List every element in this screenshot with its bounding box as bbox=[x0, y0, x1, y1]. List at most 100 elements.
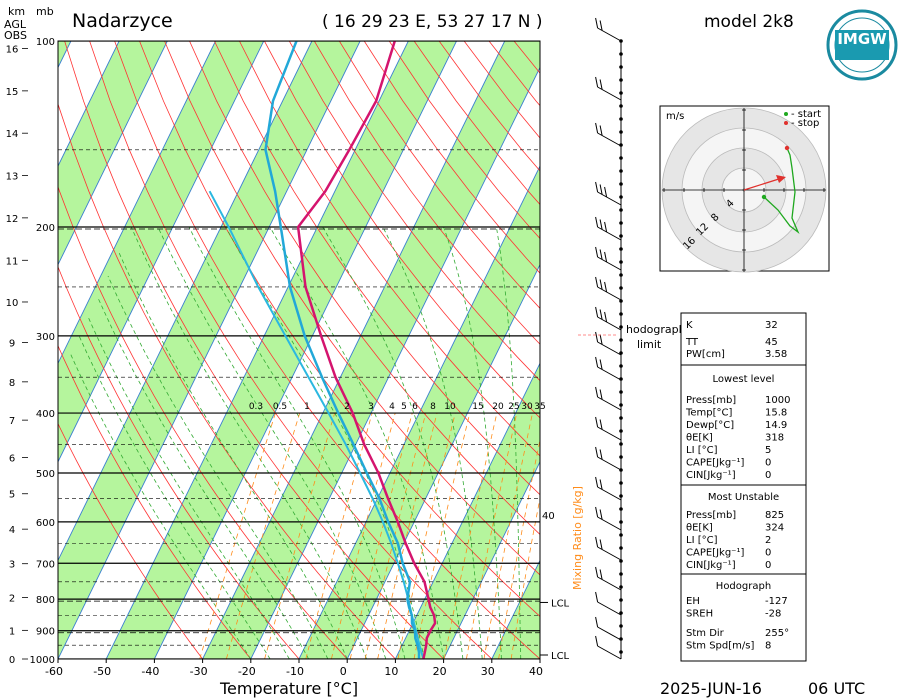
wind-barb-flag bbox=[595, 616, 599, 628]
x-tick-label: 20 bbox=[433, 665, 447, 678]
height-tick-label: 11 bbox=[6, 256, 19, 267]
lowest-level-value: 318 bbox=[765, 433, 784, 444]
lowest-level-label: CAPE[Jkg⁻¹] bbox=[686, 458, 744, 469]
wind-barb-shaft bbox=[597, 576, 622, 591]
wind-barb-flag bbox=[595, 356, 599, 368]
pressure-tick-label: 500 bbox=[36, 469, 55, 480]
wind-level-dot bbox=[619, 78, 623, 82]
dewpoint-profile bbox=[264, 41, 421, 659]
wind-barb-flag bbox=[595, 635, 599, 647]
height-tick-label: 14 bbox=[6, 129, 19, 140]
wind-barb-shaft bbox=[597, 191, 622, 206]
wind-barb-flag bbox=[599, 125, 603, 136]
lowest-level-label: Dewp[°C] bbox=[686, 420, 734, 431]
wind-barb-shaft bbox=[597, 132, 622, 147]
wind-level-dot bbox=[619, 65, 623, 69]
most-unstable-label: LI [°C] bbox=[686, 535, 718, 546]
height-tick-label: 15 bbox=[6, 87, 19, 98]
hodograph-index-value: -127 bbox=[765, 596, 788, 607]
wind-barb-flag bbox=[595, 276, 599, 288]
pressure-tick-label: 200 bbox=[36, 223, 55, 234]
wind-level-dot bbox=[619, 507, 623, 511]
wind-level-dot bbox=[619, 169, 623, 173]
k-value: 32 bbox=[765, 320, 778, 331]
start-label: - start bbox=[791, 109, 821, 120]
mixing-ratio-label: 15 bbox=[472, 402, 483, 412]
wind-level-dot bbox=[619, 325, 623, 329]
moist-adiabat bbox=[496, 226, 522, 659]
most-unstable-value: 0 bbox=[765, 548, 771, 559]
wind-barb-flag bbox=[595, 536, 599, 548]
storm-motion-vector bbox=[743, 177, 783, 191]
height-tick-label: 12 bbox=[6, 214, 19, 225]
wind-barb-flag bbox=[595, 306, 599, 318]
indices-frame bbox=[680, 312, 807, 662]
x-tick-label: -60 bbox=[45, 665, 63, 678]
wind-level-dot bbox=[619, 611, 623, 615]
most-unstable-value: 825 bbox=[765, 510, 784, 521]
dry-adiabat bbox=[313, 41, 540, 345]
wind-barb-shaft bbox=[597, 286, 622, 301]
mixing-ratio-label: 2 bbox=[344, 402, 350, 412]
wind-level-dot bbox=[619, 182, 623, 186]
wind-level-dot bbox=[619, 429, 623, 433]
wind-barb-flag bbox=[599, 509, 603, 520]
isotherm-line bbox=[105, 41, 409, 659]
isotherm-line bbox=[58, 41, 120, 168]
logo-text: IMGW bbox=[837, 30, 887, 48]
dry-adiabat bbox=[89, 41, 493, 659]
height-tick-label: 16 bbox=[6, 45, 19, 56]
wind-barb-flag bbox=[599, 389, 603, 400]
x-axis-label: Temperature [°C] bbox=[219, 679, 358, 698]
mixing-ratio-label: 5 bbox=[401, 402, 407, 412]
wind-barb-flag bbox=[595, 386, 599, 398]
lowest-level-value: 0 bbox=[765, 458, 771, 469]
lowest-level-title: Lowest level bbox=[713, 374, 775, 385]
wind-barb-flag bbox=[595, 416, 599, 428]
wind-barb-flag bbox=[604, 221, 608, 233]
wind-barb-flag bbox=[599, 79, 603, 90]
hodograph-index-value: -28 bbox=[765, 609, 781, 620]
wind-level-dot bbox=[619, 455, 623, 459]
wind-barb-flag bbox=[595, 476, 599, 488]
height-tick-label: 3 bbox=[9, 560, 15, 571]
wind-barb-flag bbox=[599, 419, 603, 430]
wind-level-dot bbox=[619, 481, 623, 485]
height-tick-label: 4 bbox=[9, 525, 15, 536]
most-unstable-value: 2 bbox=[765, 535, 771, 546]
wind-level-dot bbox=[619, 117, 623, 121]
most-unstable-label: CIN[Jkg⁻¹] bbox=[686, 560, 736, 571]
hodograph-stop-point bbox=[784, 145, 790, 151]
x-tick-label: -50 bbox=[93, 665, 111, 678]
wind-level-dot bbox=[619, 195, 623, 199]
wind-level-dot bbox=[619, 390, 623, 394]
wind-level-dot bbox=[619, 351, 623, 355]
unit-agl: AGL bbox=[4, 18, 27, 31]
wind-barb-flag bbox=[595, 566, 599, 578]
hodograph-index-label: Stm Spd[m/s] bbox=[686, 641, 754, 652]
wind-level-dot bbox=[619, 364, 623, 368]
wind-barb-flag bbox=[599, 539, 603, 550]
wind-barb-flag bbox=[599, 359, 603, 370]
wind-level-dot bbox=[619, 260, 623, 264]
station-coords: ( 16 29 23 E, 53 27 17 N ) bbox=[322, 12, 543, 32]
wind-barb-flag bbox=[599, 20, 603, 31]
tt-value: 45 bbox=[765, 337, 778, 348]
wind-barb-flag bbox=[604, 186, 608, 198]
pressure-tick-label: 1000 bbox=[30, 655, 55, 666]
hodograph-index-label: EH bbox=[686, 596, 700, 607]
wind-barb-flag bbox=[595, 122, 599, 134]
wind-barb-shaft bbox=[597, 256, 622, 271]
isotherm-line bbox=[58, 41, 216, 365]
most-unstable-label: Press[mb] bbox=[686, 510, 736, 521]
moist-adiabat bbox=[322, 226, 464, 659]
time-label: 06 UTC bbox=[808, 679, 865, 698]
x-tick-label: 30 bbox=[481, 665, 495, 678]
wind-barb-flag bbox=[599, 219, 603, 230]
wind-barb-shaft bbox=[597, 86, 622, 101]
lowest-level-label: θE[K] bbox=[686, 433, 713, 444]
height-tick-label: 6 bbox=[9, 453, 15, 464]
wind-level-dot bbox=[619, 299, 623, 303]
pressure-tick-label: 600 bbox=[36, 518, 55, 529]
wind-barb-flag bbox=[595, 331, 599, 343]
